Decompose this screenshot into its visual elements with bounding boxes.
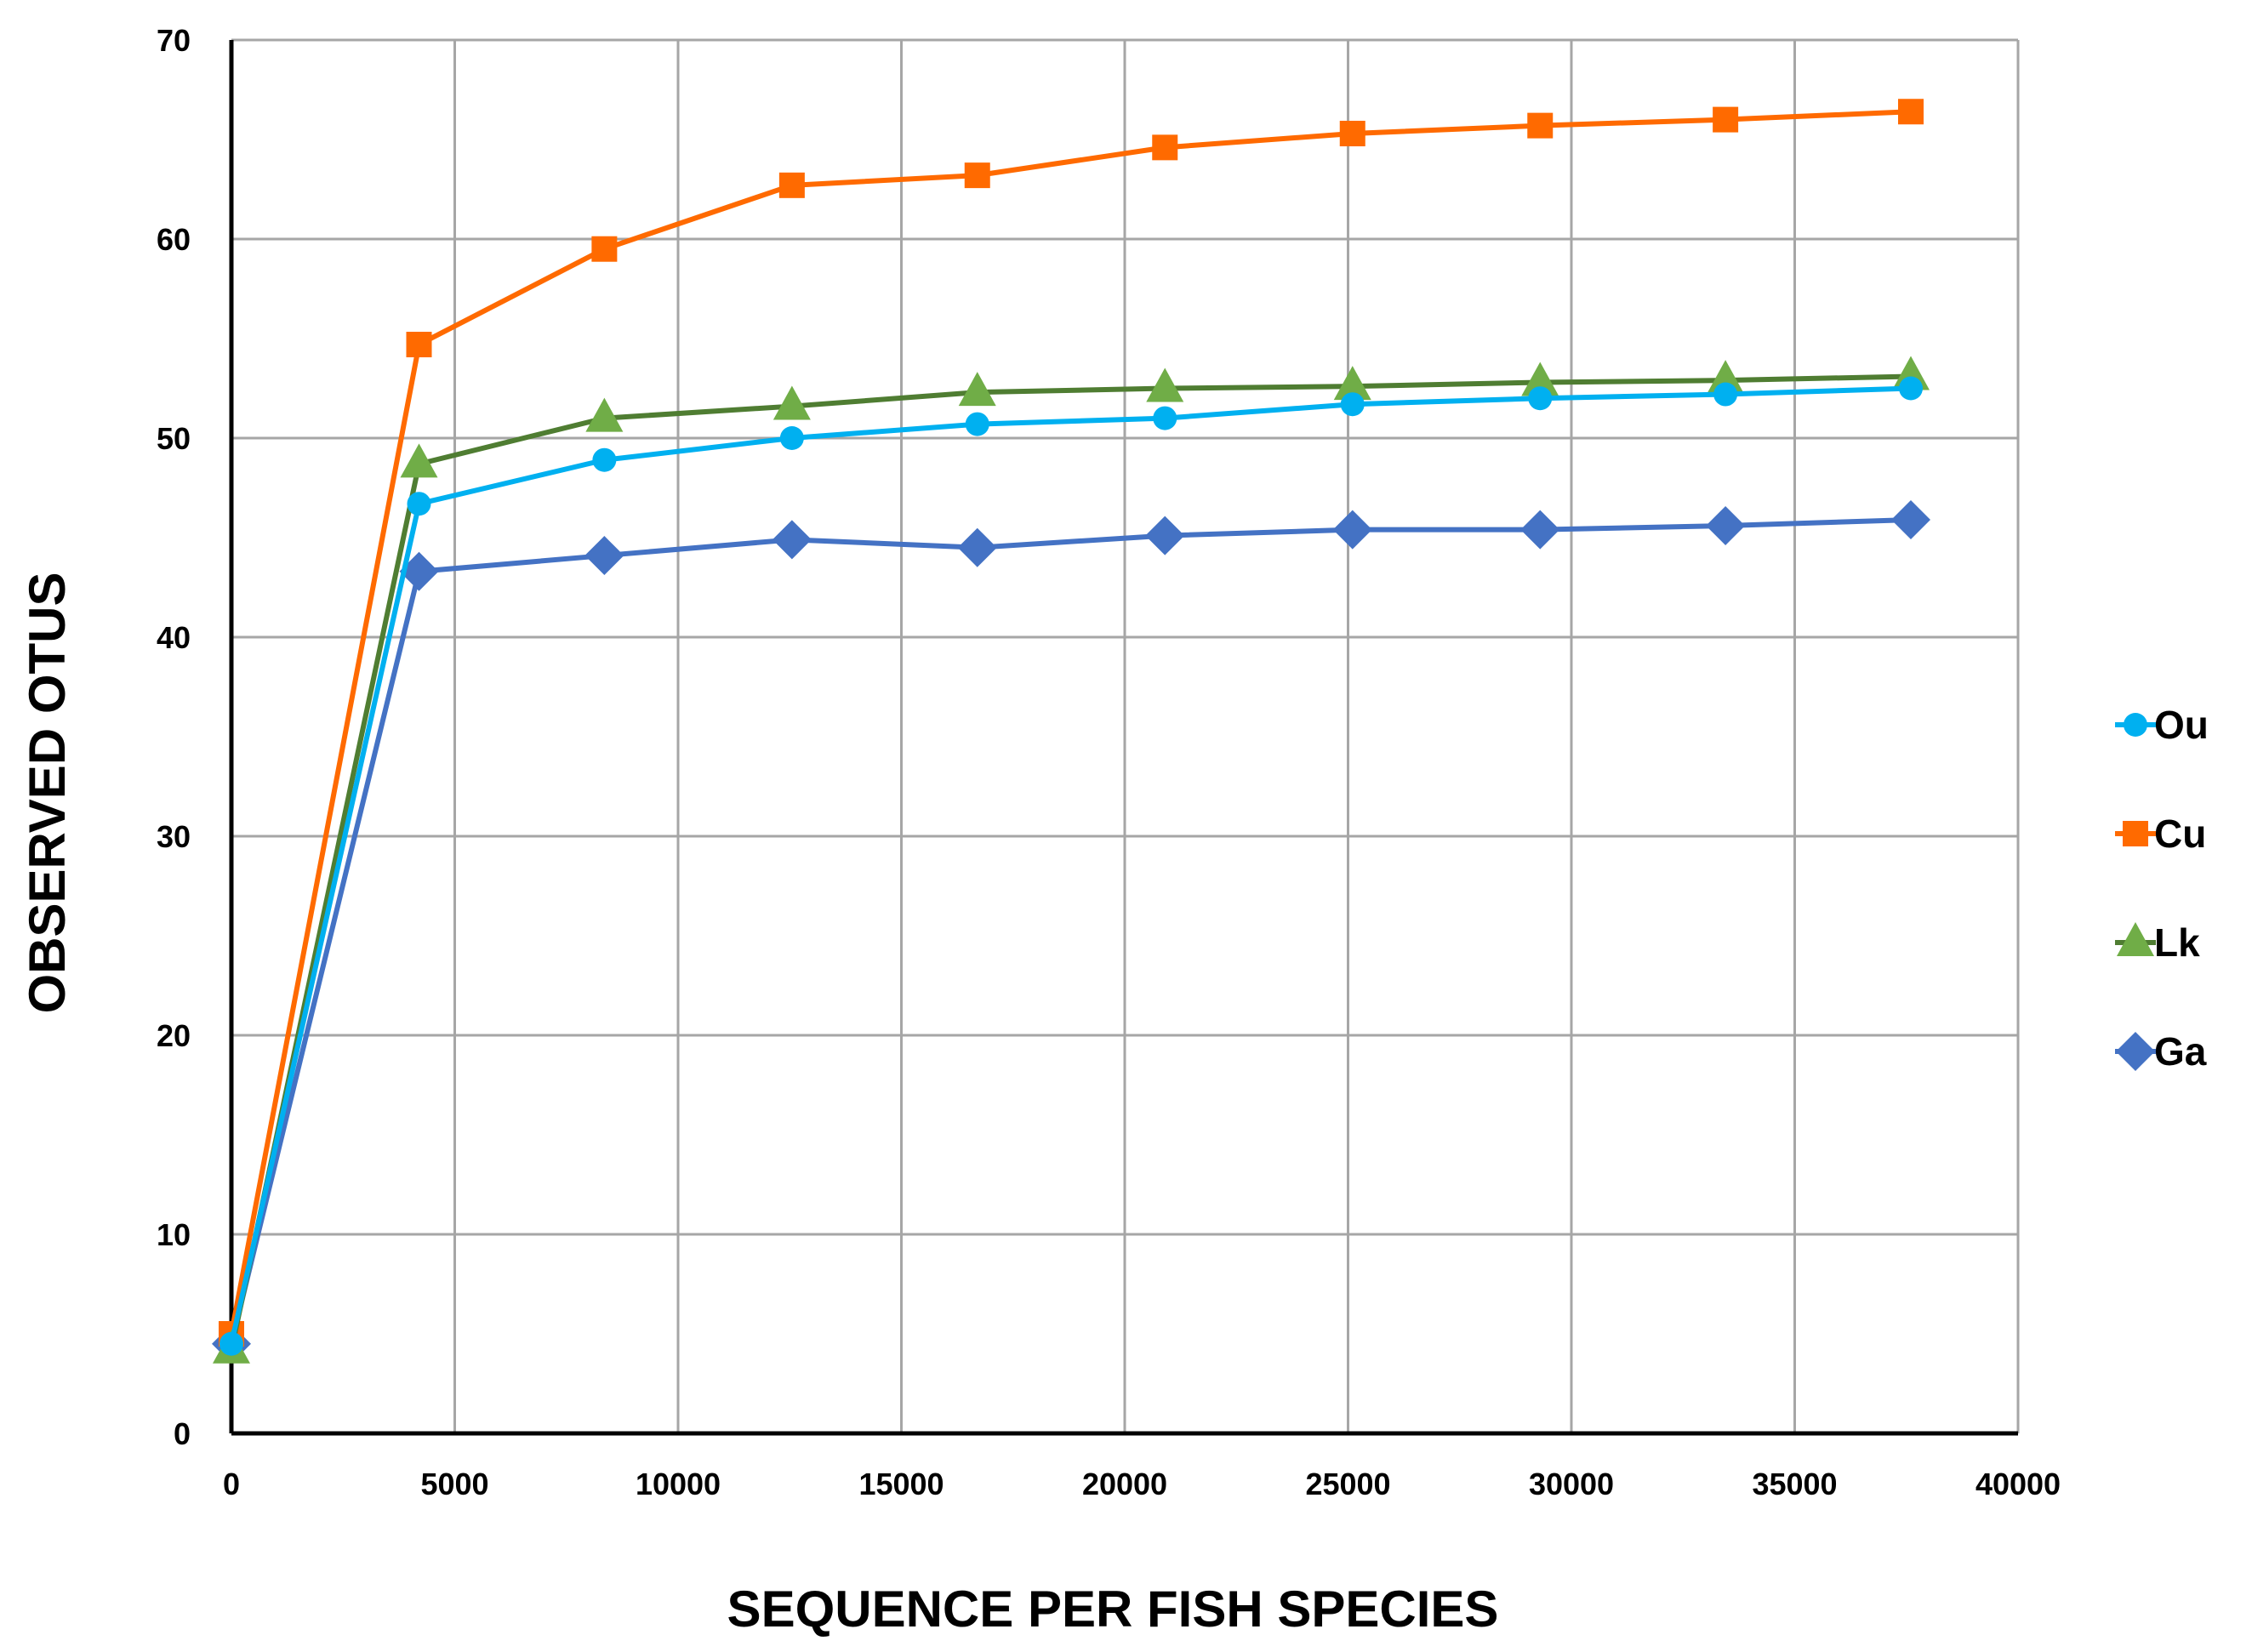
series-line-cu	[229, 109, 1912, 1335]
data-point-cu	[1339, 120, 1365, 146]
series-line-ou	[229, 385, 1912, 1345]
data-point-ga	[1706, 505, 1746, 545]
data-point-cu	[778, 172, 805, 198]
legend-label-ou: Ou	[2154, 703, 2209, 747]
data-point-ga	[1520, 510, 1560, 550]
y-axis-title: OBSERVED OTUS	[19, 573, 76, 1014]
series-line-lk	[229, 373, 1912, 1351]
data-point-cu	[1152, 134, 1178, 161]
data-point-ou	[219, 1331, 243, 1356]
data-point-cu	[1898, 99, 1924, 125]
data-point-ou	[407, 492, 431, 516]
y-tick-label: 60	[157, 222, 191, 257]
data-point-lk	[1146, 367, 1184, 402]
legend-marker-lk	[2117, 922, 2154, 956]
legend-item-lk: Lk	[2115, 920, 2200, 965]
series-ou	[219, 376, 1923, 1356]
y-tick-label: 30	[157, 819, 191, 854]
data-point-ga	[957, 527, 997, 567]
x-tick-label: 10000	[636, 1467, 721, 1501]
data-point-ga	[1332, 510, 1372, 550]
legend-marker-cu	[2123, 821, 2148, 846]
data-point-lk	[1333, 366, 1371, 401]
data-point-ga	[1891, 499, 1930, 539]
data-point-cu	[406, 332, 432, 358]
data-point-lk	[1521, 362, 1559, 396]
data-point-cu	[1527, 112, 1554, 139]
x-tick-label: 35000	[1752, 1467, 1837, 1501]
y-tick-label: 40	[157, 620, 191, 655]
x-tick-label: 5000	[420, 1467, 488, 1501]
x-tick-label: 0	[223, 1467, 240, 1501]
data-point-ga	[772, 520, 812, 560]
data-point-cu	[591, 236, 618, 262]
data-point-ou	[1528, 386, 1553, 411]
x-tick-label: 30000	[1529, 1467, 1614, 1501]
data-point-ou	[1899, 376, 1923, 401]
grid	[231, 38, 2020, 1433]
axes	[229, 40, 2018, 1436]
data-point-ou	[1153, 406, 1177, 430]
data-point-cu	[1713, 106, 1739, 133]
data-point-ga	[584, 536, 624, 576]
y-tick-label: 10	[157, 1217, 191, 1252]
data-point-ou	[1340, 392, 1365, 417]
data-point-ou	[1713, 382, 1738, 407]
legend-item-ou: Ou	[2115, 703, 2209, 747]
series-layer	[212, 99, 1930, 1364]
legend-label-cu: Cu	[2154, 812, 2206, 856]
x-tick-label: 20000	[1082, 1467, 1167, 1501]
x-axis-title: SEQUENCE PER FISH SPECIES	[727, 1581, 1499, 1638]
data-point-ou	[779, 426, 804, 450]
data-point-lk	[400, 443, 438, 478]
tick-labels: 0 10 20 30 40 50 60 70 0 5000 10000 15000 20000 25000…	[157, 23, 2061, 1501]
x-tick-label: 25000	[1305, 1467, 1390, 1501]
data-point-ga	[399, 551, 439, 591]
y-tick-label: 70	[157, 23, 191, 58]
data-point-lk	[773, 385, 811, 420]
data-point-ou	[592, 447, 617, 472]
y-tick-label: 20	[157, 1018, 191, 1053]
y-tick-label: 0	[174, 1416, 191, 1451]
data-point-ga	[1145, 516, 1185, 555]
data-point-cu	[964, 162, 990, 189]
series-lk	[213, 356, 1930, 1364]
data-point-lk	[585, 397, 624, 432]
legend: Ou Cu Lk Ga	[2115, 703, 2209, 1074]
data-point-lk	[958, 372, 996, 407]
series-cu	[219, 99, 1924, 1347]
y-tick-label: 50	[157, 421, 191, 456]
legend-item-cu: Cu	[2115, 812, 2206, 856]
data-point-lk	[1707, 360, 1745, 395]
legend-label-lk: Lk	[2154, 920, 2200, 965]
x-tick-label: 40000	[1975, 1467, 2061, 1501]
legend-marker-ga	[2116, 1032, 2155, 1071]
x-tick-label: 15000	[858, 1467, 944, 1501]
legend-item-ga: Ga	[2115, 1029, 2207, 1074]
legend-label-ga: Ga	[2154, 1029, 2207, 1074]
legend-marker-ou	[2124, 713, 2147, 737]
data-point-ou	[965, 412, 989, 436]
series-line-ga	[229, 516, 1912, 1345]
